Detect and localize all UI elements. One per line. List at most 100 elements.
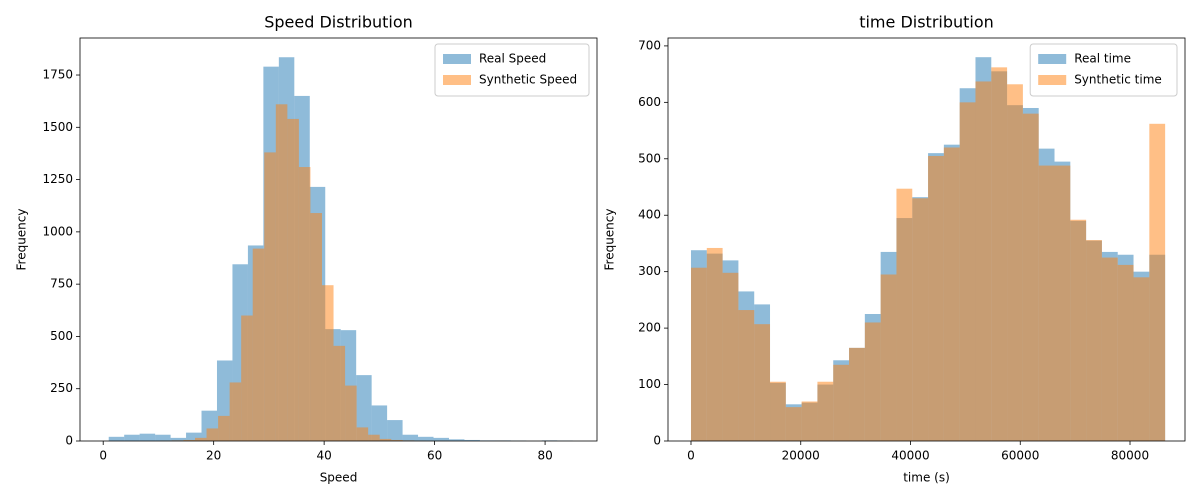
histogram-bar	[433, 437, 449, 441]
histogram-bar	[356, 427, 369, 441]
histogram-bar	[139, 433, 156, 441]
histogram-bar	[801, 401, 818, 441]
histogram-bar	[928, 155, 944, 442]
histogram-bar	[722, 272, 739, 441]
y-tick-label: 1250	[42, 172, 73, 186]
histogram-bar	[1101, 257, 1118, 441]
histogram-bar	[1022, 113, 1039, 441]
histogram-bar	[464, 439, 480, 441]
histogram-bar	[943, 147, 960, 441]
histogram-bar	[1086, 240, 1102, 441]
legend-swatch	[1038, 54, 1067, 64]
histogram-bar	[387, 420, 403, 441]
y-tick-label: 500	[638, 151, 661, 165]
histogram-bar	[206, 428, 219, 441]
histogram-bar	[186, 432, 202, 441]
legend-label: Real Speed	[479, 52, 546, 66]
histogram-bar	[1054, 165, 1071, 441]
histogram-bar	[754, 324, 771, 441]
histogram-bar	[371, 405, 388, 441]
x-tick-label: 0	[687, 449, 695, 463]
histogram-bar	[356, 375, 372, 441]
x-tick-label: 80000	[1111, 449, 1149, 463]
legend-label: Synthetic Speed	[479, 73, 577, 87]
histogram-bar	[418, 436, 434, 441]
x-tick-label: 0	[99, 449, 107, 463]
histogram-bar	[448, 439, 465, 441]
histogram-bar	[991, 67, 1008, 441]
histogram-bar	[849, 347, 865, 441]
histogram-bar	[124, 434, 140, 441]
x-tick-label: 20000	[782, 449, 820, 463]
histogram-bar	[959, 102, 976, 441]
histogram-bar	[264, 152, 276, 442]
histogram-bar	[880, 274, 897, 441]
x-tick-label: 80	[537, 449, 552, 463]
histogram-bar	[275, 104, 288, 441]
legend: Real Speed Synthetic Speed	[434, 43, 590, 97]
y-tick-label: 0	[653, 434, 661, 448]
histogram-bar	[1038, 165, 1055, 441]
legend-frame	[1029, 43, 1178, 97]
y-tick-label: 100	[638, 377, 661, 391]
histogram-bar	[785, 407, 802, 441]
y-tick-label: 200	[638, 321, 661, 335]
y-axis-label: Frequency	[603, 209, 617, 271]
x-tick-label: 60000	[1001, 449, 1039, 463]
histogram-bar	[738, 310, 755, 441]
histogram-bar	[368, 434, 380, 441]
histogram-bar	[321, 285, 334, 441]
histogram-bar	[108, 436, 125, 441]
y-axis-label: Frequency	[15, 209, 29, 271]
histogram-bar	[252, 248, 265, 441]
y-tick-label: 1500	[42, 120, 73, 134]
y-tick-label: 250	[50, 381, 73, 395]
histogram-bar	[975, 81, 992, 441]
histogram-bar	[183, 439, 195, 441]
legend-label: Synthetic time	[1074, 73, 1162, 87]
histogram-bar	[833, 364, 850, 441]
legend-label: Real time	[1074, 52, 1131, 66]
histogram-bar	[241, 315, 253, 441]
histogram-bar	[298, 167, 311, 442]
y-tick-label: 400	[638, 208, 661, 222]
histogram-bar	[310, 213, 322, 441]
histogram-bar	[402, 434, 419, 441]
axes-frame	[667, 37, 1186, 442]
histogram-bar	[391, 439, 403, 441]
histogram-bar	[706, 247, 723, 441]
legend: Real time Synthetic time	[1029, 43, 1178, 97]
y-tick-label: 1750	[42, 68, 73, 82]
axes-frame	[79, 37, 598, 442]
x-tick-label: 40000	[891, 449, 929, 463]
x-tick-label: 20	[206, 449, 221, 463]
y-tick-label: 0	[65, 434, 73, 448]
histogram-bar	[1007, 84, 1023, 442]
y-tick-label: 700	[638, 38, 661, 52]
legend-swatch	[443, 54, 471, 64]
histogram-bar	[287, 118, 299, 441]
x-axis-label: Speed	[320, 471, 358, 485]
x-tick-label: 60	[427, 449, 442, 463]
histogram-bar	[333, 345, 346, 441]
x-tick-label: 40	[316, 449, 331, 463]
legend-frame	[434, 43, 590, 97]
y-tick-label: 1000	[42, 224, 73, 238]
histogram-bar	[194, 437, 207, 441]
histogram-bar	[229, 382, 242, 441]
histogram-bar	[1133, 277, 1150, 441]
histogram-bar	[896, 188, 913, 441]
histogram-bar	[345, 385, 357, 441]
histogram-bar	[817, 381, 834, 441]
histogram-bar	[155, 434, 171, 441]
histogram-bar	[379, 438, 392, 441]
histogram-bar	[912, 198, 929, 441]
histogram-bar	[1117, 264, 1134, 441]
histogram-bar	[770, 381, 786, 441]
histogram-bar	[170, 437, 187, 441]
histogram-bar	[1149, 123, 1166, 441]
legend-swatch	[443, 75, 471, 85]
chart-title: Speed Distribution	[264, 13, 413, 32]
histogram-bar	[690, 267, 707, 441]
